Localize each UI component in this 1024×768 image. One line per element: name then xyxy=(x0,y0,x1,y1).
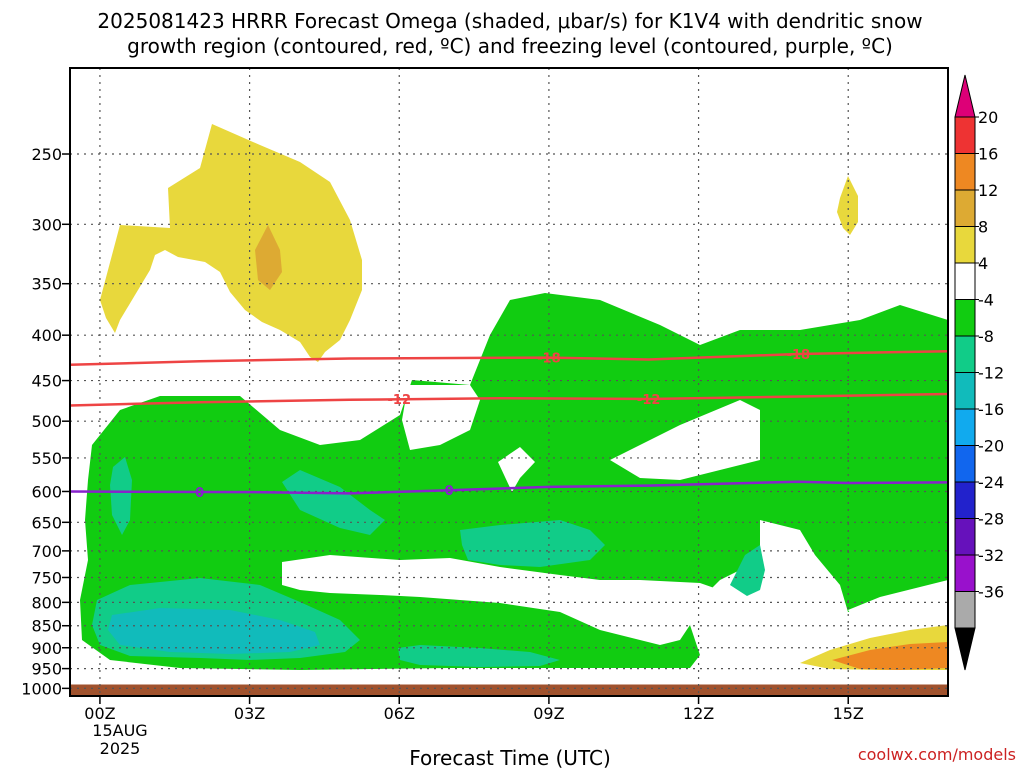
omega-region-teal-3 xyxy=(282,470,385,535)
omega-hole-1 xyxy=(402,385,480,450)
y-tick-label: 550 xyxy=(31,449,62,468)
x-axis: 00Z 03Z 06Z 09Z 12Z 15Z xyxy=(84,696,864,723)
colorbar-box xyxy=(954,226,976,264)
x-tick-label: 03Z xyxy=(234,704,265,723)
y-tick-label: 750 xyxy=(31,568,62,587)
colorbar-label: -4 xyxy=(978,291,994,310)
y-tick-label: 300 xyxy=(31,215,62,234)
colorbar-bottom-arrow xyxy=(954,627,976,671)
omega-region-teal-2 xyxy=(110,457,132,535)
omega-region-gold-1 xyxy=(255,225,282,290)
y-tick-label: 350 xyxy=(31,275,62,294)
surface-ground xyxy=(70,684,948,696)
omega-hole-4 xyxy=(282,555,720,645)
plot-border xyxy=(69,67,949,697)
x-tick-label: 09Z xyxy=(533,704,564,723)
contour-line xyxy=(69,392,949,407)
colorbar-label: -28 xyxy=(978,510,1004,529)
x-date-line-1: 15AUG xyxy=(92,721,147,740)
colorbar-box xyxy=(954,372,976,410)
omega-region-cyan-1 xyxy=(108,608,320,654)
y-axis: 250 300 350 400 450 500 550 600 650 700 750 800 850 9… xyxy=(21,145,70,698)
contour-line xyxy=(69,349,949,367)
colorbar-label: 12 xyxy=(978,181,998,200)
contour-label: 0 xyxy=(195,486,204,501)
x-axis-label: Forecast Time (UTC) xyxy=(409,746,611,768)
colorbar-box xyxy=(954,335,976,373)
x-tick-label: 12Z xyxy=(683,704,714,723)
colorbar-box xyxy=(954,153,976,191)
colorbar-box xyxy=(954,189,976,227)
colorbar-label: -36 xyxy=(978,583,1004,602)
omega-region-teal-4 xyxy=(460,520,605,567)
colorbar-box xyxy=(954,591,976,629)
y-tick-label: 1000 xyxy=(21,679,62,698)
colorbar-label: 4 xyxy=(978,254,988,273)
contour-label: -18 xyxy=(787,348,811,363)
y-tick-label: 600 xyxy=(31,482,62,501)
omega-region-teal-6 xyxy=(398,645,560,667)
chart-title-line-2: growth region (contoured, red, ºC) and f… xyxy=(127,34,893,58)
colorbar-label: -32 xyxy=(978,546,1004,565)
omega-region-yellow-1 xyxy=(100,124,362,362)
omega-hole-5 xyxy=(848,580,948,640)
y-tick-label: 400 xyxy=(31,326,62,345)
colorbar-box xyxy=(954,299,976,337)
colorbar-box xyxy=(954,481,976,519)
contours: -18 -18 -12 -12 0 0 xyxy=(69,348,949,501)
credit-text: coolwx.com/models xyxy=(858,745,1016,764)
colorbar-box xyxy=(954,262,976,300)
contour-label: 0 xyxy=(445,484,454,499)
x-tick-label: 00Z xyxy=(84,704,115,723)
contour-label: -12 xyxy=(637,393,661,408)
y-tick-label: 500 xyxy=(31,412,62,431)
x-tick-label: 15Z xyxy=(833,704,864,723)
y-tick-label: 650 xyxy=(31,513,62,532)
colorbar-box xyxy=(954,445,976,483)
omega-region-orange-1 xyxy=(832,642,948,670)
omega-region-yellow-2 xyxy=(837,176,858,235)
omega-hole-3 xyxy=(610,400,760,480)
colorbar: 20 16 12 8 4 -4 -8 -12 -16 -20 -24 -28 -32 -36 xyxy=(954,74,1004,671)
colorbar-label: -8 xyxy=(978,327,994,346)
contour-label: -18 xyxy=(537,352,561,367)
y-tick-label: 800 xyxy=(31,593,62,612)
chart-title-line-1: 2025081423 HRRR Forecast Omega (shaded, … xyxy=(97,9,922,33)
x-tick-label: 06Z xyxy=(384,704,415,723)
colorbar-label: -24 xyxy=(978,473,1004,492)
contour-label: -12 xyxy=(388,393,412,408)
colorbar-label: 16 xyxy=(978,145,998,164)
y-tick-label: 700 xyxy=(31,542,62,561)
omega-region-teal-5 xyxy=(730,545,765,596)
colorbar-box xyxy=(954,408,976,446)
y-tick-label: 450 xyxy=(31,372,62,391)
colorbar-label: 8 xyxy=(978,218,988,237)
contour-line xyxy=(69,480,949,495)
y-tick-label: 950 xyxy=(31,660,62,679)
y-tick-label: 900 xyxy=(31,639,62,658)
colorbar-box xyxy=(954,554,976,592)
colorbar-label: 20 xyxy=(978,108,998,127)
x-date-line-2: 2025 xyxy=(100,739,141,758)
colorbar-label: -16 xyxy=(978,400,1004,419)
colorbar-box xyxy=(954,116,976,154)
colorbar-box xyxy=(954,518,976,556)
y-tick-label: 250 xyxy=(31,145,62,164)
colorbar-label: -20 xyxy=(978,437,1004,456)
colorbar-label: -12 xyxy=(978,364,1004,383)
y-tick-label: 850 xyxy=(31,617,62,636)
colorbar-top-arrow xyxy=(954,74,976,118)
omega-shading xyxy=(80,124,948,670)
